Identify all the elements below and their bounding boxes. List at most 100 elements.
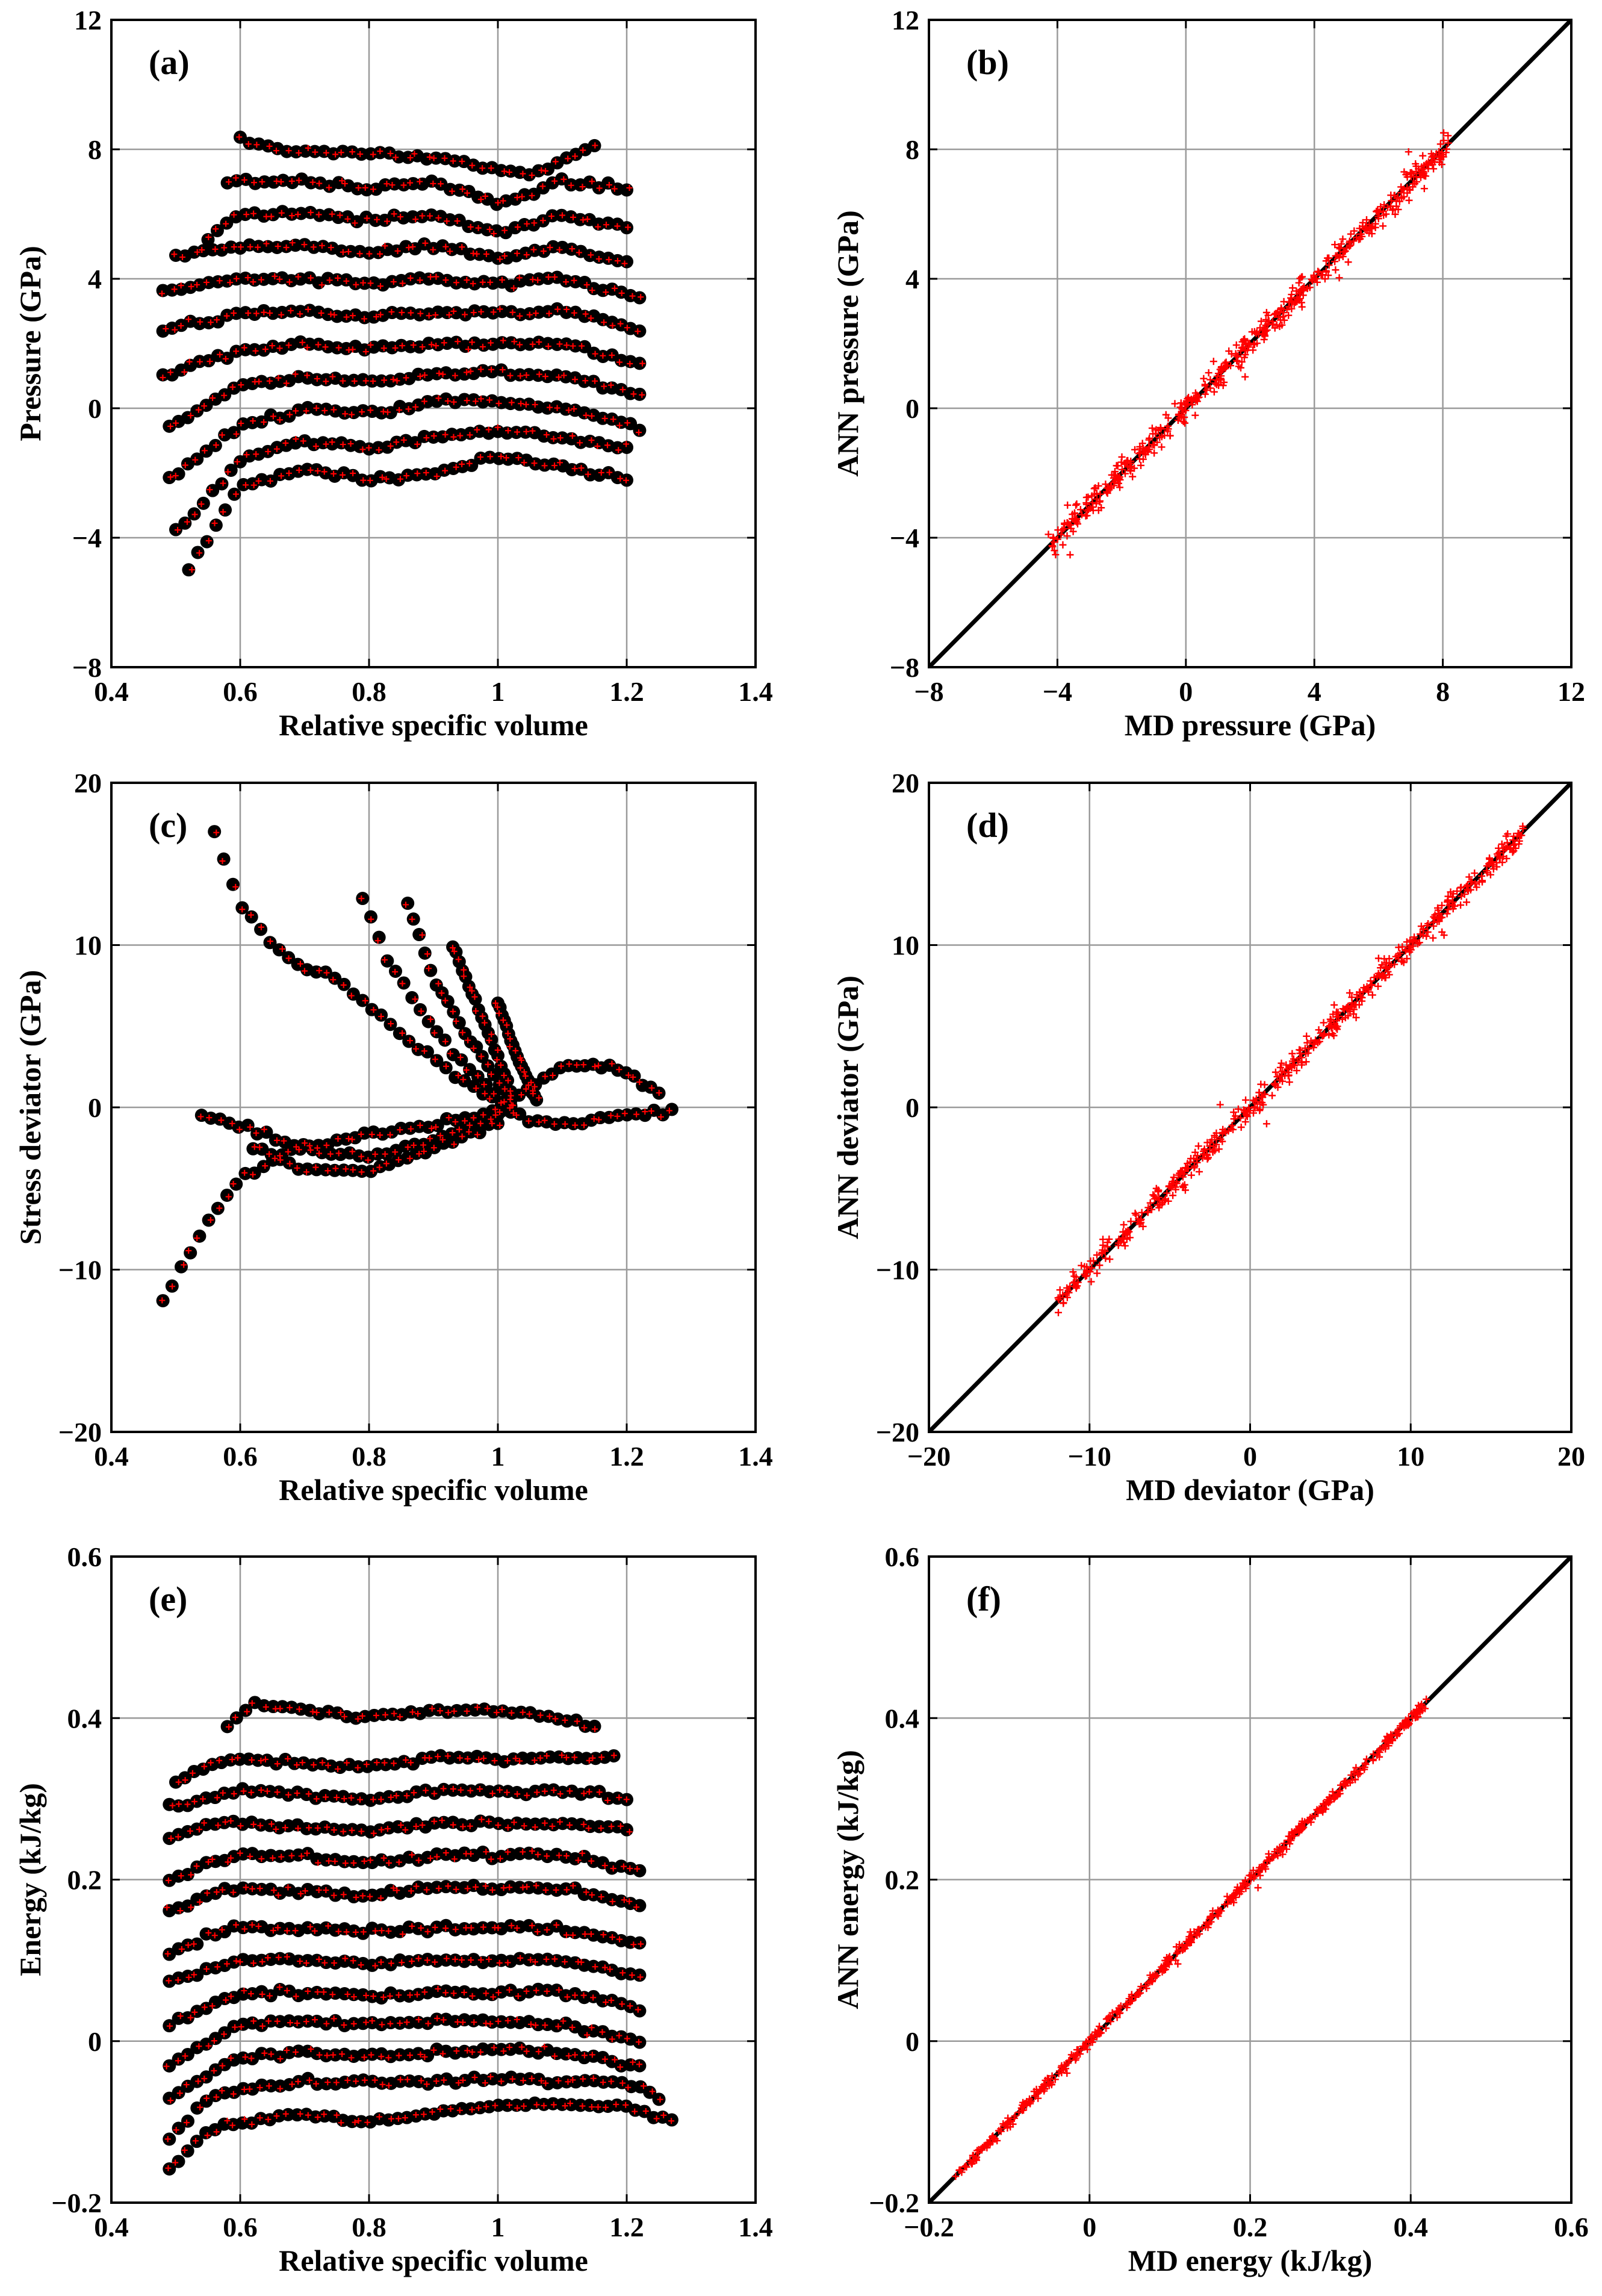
ann-point [283,380,290,387]
ann-point [1054,1308,1062,1316]
ann-point [1069,1268,1077,1276]
x-tick-label: 12 [1557,676,1585,707]
ann-point [616,1794,622,1801]
ann-point [182,462,188,468]
ann-point [349,1827,355,1834]
ann-point [1324,1798,1332,1806]
ann-point [213,2094,220,2100]
ann-point [377,1796,384,1803]
ann-point [431,1790,438,1797]
ann-point [544,1753,550,1759]
ann-point [469,339,476,346]
ann-point [284,2047,290,2054]
ann-point [433,473,440,480]
ann-point [1210,388,1218,396]
ann-point [1374,982,1382,990]
ann-point [323,969,330,976]
ann-point [1158,1968,1166,1976]
ann-point [194,1235,200,1242]
ann-point [1361,225,1369,233]
ann-point [657,2096,663,2103]
ann-point [323,1887,329,1894]
ann-point [267,478,273,484]
ann-point [458,1956,465,1963]
ann-point [1174,417,1182,425]
md-point [190,1937,204,1951]
ann-point [562,1121,568,1127]
ann-point [432,1124,439,1130]
ann-point [342,1860,349,1867]
ann-point [495,2018,501,2024]
ann-point [359,1893,366,1899]
ann-point [547,404,553,411]
ann-point [432,1056,438,1063]
ann-point [1073,515,1081,523]
ann-point [467,223,474,230]
ann-point [1030,2088,1038,2095]
ann-point [1115,474,1123,482]
ann-point [216,1757,223,1764]
ann-point [1257,1080,1265,1088]
ann-point [225,1859,231,1865]
ann-point [1223,1900,1231,1908]
y-tick-label: 0.6 [67,1542,102,1572]
ann-point [460,1076,467,1083]
ann-point [388,1960,394,1967]
ann-point [467,1787,474,1794]
ann-point [606,469,613,476]
ann-point [307,1146,314,1153]
ann-point [1306,1816,1314,1824]
ann-point [399,1030,406,1036]
ann-point [172,2159,179,2166]
ann-point [1121,470,1129,478]
md-point [172,467,185,481]
ann-point [497,1109,503,1115]
ann-point [457,1054,464,1061]
ann-point [467,368,474,375]
ann-point [1288,1057,1296,1065]
ann-point [255,1923,262,1930]
ann-point [316,967,323,974]
ann-point [220,480,226,487]
ann-point [266,143,273,149]
ann-point [414,441,421,447]
ann-point [219,2062,226,2069]
ann-point [177,1908,184,1914]
ann-point [431,1818,438,1825]
ann-point [1257,317,1265,325]
ann-point [457,432,464,439]
ann-point [196,358,203,365]
ann-point [316,180,323,187]
ann-point [582,378,589,384]
ann-point [477,1120,484,1127]
ann-point [508,1710,515,1716]
ann-point [270,1927,276,1934]
ann-point [245,141,252,148]
ann-point [1332,252,1340,260]
ann-point [1040,2087,1048,2095]
x-tick-label: 0.8 [352,2212,387,2242]
ann-point [248,2055,255,2062]
ann-point [243,211,250,218]
ann-point [408,310,414,316]
ann-point [370,151,376,158]
ann-point [231,1790,237,1797]
ann-point [600,352,606,359]
ann-point [563,1887,570,1893]
ann-point [249,2121,255,2128]
ann-point [557,435,563,441]
ann-point [1391,191,1399,199]
ann-point [368,2052,374,2058]
ann-point [514,1924,520,1931]
ann-point [368,916,374,922]
ann-point [316,1150,323,1157]
ann-point [609,322,616,329]
x-tick-label: 0.2 [1233,2212,1268,2242]
ann-point [1512,844,1520,852]
md-point [218,2026,232,2039]
ann-point [1048,542,1056,550]
ann-point [571,277,577,284]
ann-point [1052,551,1060,559]
ann-point [370,378,376,384]
